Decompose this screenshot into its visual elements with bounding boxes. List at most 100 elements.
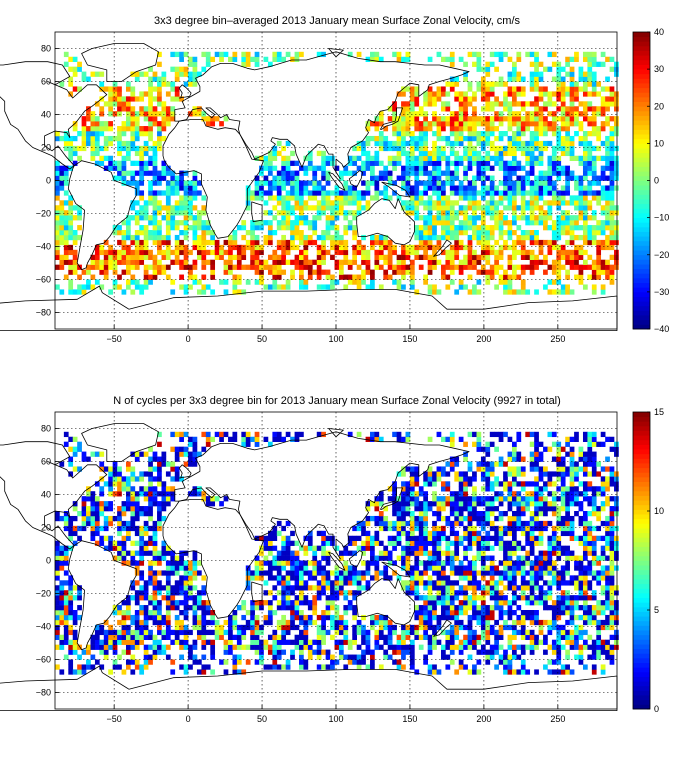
bin-cell xyxy=(370,234,375,241)
bin-cell xyxy=(378,244,384,251)
bin-cell xyxy=(299,200,304,206)
bin-cell xyxy=(405,436,411,442)
bin-cell xyxy=(587,190,593,196)
bin-cell xyxy=(59,230,65,236)
bin-cell xyxy=(68,649,74,655)
bin-cell xyxy=(72,585,78,591)
bin-cell xyxy=(405,491,411,497)
bin-cell xyxy=(494,215,499,221)
bin-cell xyxy=(316,545,322,551)
bin-cell xyxy=(321,431,326,438)
bin-cell xyxy=(272,56,278,62)
bin-cell xyxy=(55,210,60,216)
bin-cell xyxy=(179,71,184,77)
bin-cell xyxy=(582,155,588,161)
bin-cell xyxy=(196,106,202,112)
bin-cell xyxy=(356,279,362,285)
bin-cell xyxy=(112,264,118,270)
bin-cell xyxy=(534,96,539,102)
bin-cell xyxy=(94,249,100,256)
bin-cell xyxy=(170,496,176,502)
bin-cell xyxy=(458,56,464,62)
bin-cell xyxy=(276,550,282,556)
bin-cell xyxy=(139,535,145,541)
bin-cell xyxy=(578,190,584,196)
bin-cell xyxy=(409,279,415,285)
bin-cell xyxy=(414,101,420,107)
bin-cell xyxy=(494,126,499,132)
bin-cell xyxy=(72,135,78,142)
bin-cell xyxy=(130,135,136,142)
bin-cell xyxy=(72,215,78,221)
bin-cell xyxy=(503,239,508,246)
bin-cell xyxy=(414,180,420,186)
bin-cell xyxy=(343,239,349,246)
bin-cell xyxy=(55,205,60,211)
bin-cell xyxy=(436,476,442,482)
bin-cell xyxy=(489,61,495,67)
bin-cell xyxy=(356,575,362,581)
bin-cell xyxy=(485,175,491,181)
bin-cell xyxy=(365,530,371,537)
bin-cell xyxy=(325,535,331,541)
bin-cell xyxy=(560,249,566,256)
bin-cell xyxy=(55,160,60,166)
bin-cell xyxy=(112,230,118,236)
bin-cell xyxy=(352,575,358,581)
bin-cell xyxy=(423,239,428,246)
bin-cell xyxy=(511,71,517,77)
bin-cell xyxy=(365,140,371,147)
bin-cell xyxy=(228,254,233,260)
bin-cell xyxy=(476,254,482,260)
bin-cell xyxy=(188,664,193,670)
bin-cell xyxy=(432,155,437,161)
bin-cell xyxy=(285,595,291,601)
bin-cell xyxy=(498,180,504,186)
colorbar-segment xyxy=(633,199,650,205)
bin-cell xyxy=(476,116,482,122)
bin-cell xyxy=(272,269,278,275)
bin-cell xyxy=(489,215,495,221)
bin-cell xyxy=(299,190,304,196)
bin-cell xyxy=(596,175,602,181)
bin-cell xyxy=(414,126,420,132)
bin-cell xyxy=(445,170,451,176)
bin-cell xyxy=(134,249,140,256)
bin-cell xyxy=(139,215,145,221)
bin-cell xyxy=(560,101,566,107)
bin-cell xyxy=(281,649,287,655)
bin-cell xyxy=(299,639,304,645)
bin-cell xyxy=(596,269,602,275)
bin-cell xyxy=(121,234,127,241)
bin-cell xyxy=(307,649,313,655)
bin-cell xyxy=(396,155,402,161)
bin-cell xyxy=(134,580,140,586)
bin-cell xyxy=(582,185,588,191)
colorbar-segment xyxy=(633,236,650,242)
bin-cell xyxy=(494,185,499,191)
bin-cell xyxy=(614,239,619,246)
bin-cell xyxy=(605,264,610,270)
bin-cell xyxy=(263,580,269,586)
bin-cell xyxy=(94,279,100,285)
bin-cell xyxy=(99,629,105,636)
bin-cell xyxy=(130,515,136,522)
bin-cell xyxy=(63,239,69,246)
bin-cell xyxy=(148,230,153,236)
bin-cell xyxy=(272,150,278,157)
bin-cell xyxy=(196,190,202,196)
bin-cell xyxy=(134,525,140,532)
bin-cell xyxy=(507,160,513,166)
bin-cell xyxy=(409,274,415,280)
bin-cell xyxy=(121,669,127,675)
bin-cell xyxy=(86,140,91,147)
bin-cell xyxy=(299,595,304,601)
bin-cell xyxy=(605,160,610,166)
bin-cell xyxy=(303,234,309,241)
bin-cell xyxy=(516,264,522,270)
bin-cell xyxy=(325,215,331,221)
bin-cell xyxy=(409,249,415,256)
bin-cell xyxy=(165,106,171,112)
bin-cell xyxy=(543,269,548,275)
bin-cell xyxy=(605,205,610,211)
